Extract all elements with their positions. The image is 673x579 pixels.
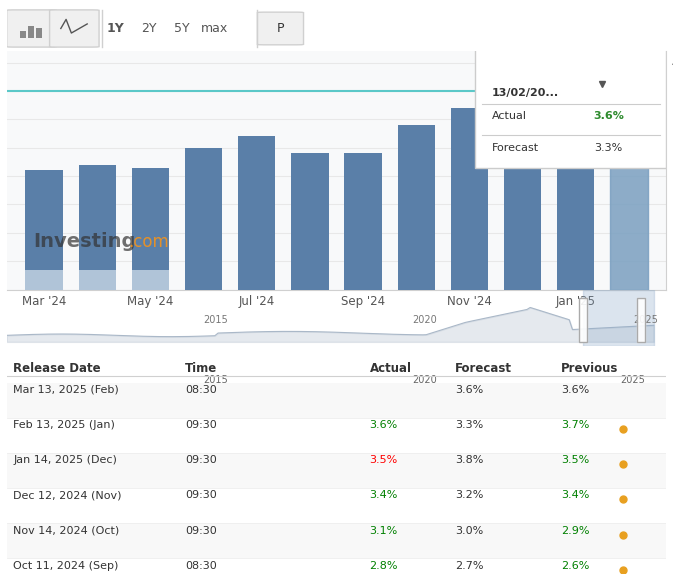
Text: 3.6%: 3.6%	[594, 111, 625, 121]
Text: 3.1%: 3.1%	[369, 526, 398, 536]
Text: Dec 12, 2024 (Nov): Dec 12, 2024 (Nov)	[13, 490, 122, 500]
Text: Mar 13, 2025 (Feb): Mar 13, 2025 (Feb)	[13, 385, 119, 395]
Text: 2.7%: 2.7%	[455, 560, 484, 571]
Text: 1Y: 1Y	[107, 22, 125, 35]
Text: 3.0%: 3.0%	[455, 526, 483, 536]
Text: Feb 13, 2025 (Jan): Feb 13, 2025 (Jan)	[13, 420, 115, 430]
Bar	[504, 97, 541, 290]
Text: Jan 14, 2025 (Dec): Jan 14, 2025 (Dec)	[13, 455, 117, 465]
Text: Investing: Investing	[33, 232, 135, 251]
Bar	[610, 102, 647, 290]
FancyBboxPatch shape	[50, 10, 99, 47]
FancyBboxPatch shape	[475, 49, 666, 168]
Text: Actual: Actual	[369, 362, 411, 375]
Text: 3.8%: 3.8%	[455, 455, 484, 465]
Bar	[36, 28, 42, 38]
Bar	[345, 153, 382, 290]
Text: 3.3%: 3.3%	[581, 141, 609, 151]
Text: 08:30: 08:30	[185, 385, 217, 395]
Bar	[398, 125, 435, 290]
Bar	[637, 298, 645, 342]
Bar	[451, 108, 488, 290]
Bar	[20, 31, 26, 38]
Text: Forecast: Forecast	[491, 143, 538, 153]
Bar	[291, 153, 328, 290]
Text: 2020: 2020	[412, 315, 437, 325]
Text: 2.6%: 2.6%	[561, 560, 589, 571]
Bar	[637, 298, 645, 342]
Text: 3.4%: 3.4%	[369, 490, 398, 500]
Text: Forecast: Forecast	[491, 141, 538, 151]
Text: Release Date: Release Date	[13, 362, 101, 375]
FancyBboxPatch shape	[257, 12, 304, 45]
Text: 3.5%: 3.5%	[561, 455, 589, 465]
Bar	[579, 298, 587, 342]
Bar	[7, 523, 666, 559]
Text: 08:30: 08:30	[185, 560, 217, 571]
Text: 3.6%: 3.6%	[561, 385, 589, 395]
Text: 3.3%: 3.3%	[594, 143, 622, 153]
Text: .com: .com	[129, 233, 170, 251]
Text: 09:30: 09:30	[185, 420, 217, 430]
Bar	[7, 453, 666, 488]
Text: Oct 11, 2024 (Sep): Oct 11, 2024 (Sep)	[13, 560, 118, 571]
Text: P: P	[277, 22, 284, 35]
Text: 2.8%: 2.8%	[369, 560, 398, 571]
Bar	[79, 270, 116, 290]
Text: max: max	[201, 22, 228, 35]
Text: 3.5%: 3.5%	[369, 455, 398, 465]
Text: 3.3%: 3.3%	[455, 420, 483, 430]
Text: 3.2%: 3.2%	[455, 490, 484, 500]
Text: 3.6%: 3.6%	[455, 385, 483, 395]
Text: Forecast: Forecast	[455, 362, 512, 375]
Text: Actual: Actual	[491, 110, 526, 120]
Text: 3.7%: 3.7%	[561, 420, 589, 430]
Bar	[26, 170, 63, 290]
Bar	[28, 26, 34, 38]
Text: Nov 14, 2024 (Oct): Nov 14, 2024 (Oct)	[13, 526, 120, 536]
Bar	[7, 383, 666, 417]
Text: 2020: 2020	[412, 375, 437, 384]
Text: 3.6%: 3.6%	[581, 110, 611, 120]
Text: 2025: 2025	[633, 315, 658, 325]
Text: 09:30: 09:30	[185, 526, 217, 536]
Bar	[132, 270, 169, 290]
Bar	[557, 85, 594, 290]
Bar	[238, 136, 275, 290]
Text: Time: Time	[185, 362, 217, 375]
Text: 2.9%: 2.9%	[561, 526, 590, 536]
Text: 5Y: 5Y	[174, 22, 189, 35]
Text: 2015: 2015	[203, 315, 228, 325]
Bar	[26, 270, 63, 290]
Text: 2025: 2025	[621, 375, 645, 384]
Bar	[579, 298, 587, 342]
Text: 13/02/20...: 13/02/20...	[491, 89, 559, 98]
Text: 13/02/20...: 13/02/20...	[488, 79, 548, 89]
Text: Actual: Actual	[491, 111, 526, 121]
Text: 2Y: 2Y	[141, 22, 156, 35]
Text: 09:30: 09:30	[185, 490, 217, 500]
Text: 2015: 2015	[203, 375, 228, 384]
Text: Previous: Previous	[561, 362, 618, 375]
Bar	[185, 148, 222, 290]
FancyBboxPatch shape	[7, 10, 56, 47]
Text: 09:30: 09:30	[185, 455, 217, 465]
Bar	[583, 290, 653, 346]
Text: 3.4%: 3.4%	[561, 490, 589, 500]
Bar	[132, 167, 169, 290]
Text: 3.6%: 3.6%	[369, 420, 398, 430]
Bar	[79, 164, 116, 290]
